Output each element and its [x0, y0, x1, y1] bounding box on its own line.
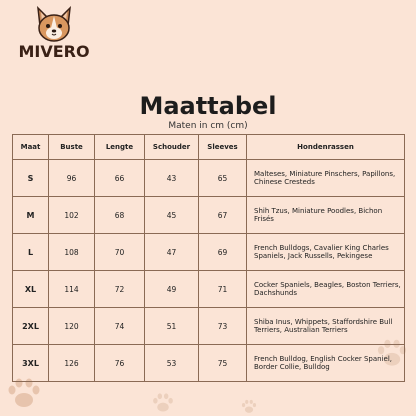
cell-buste: 120	[48, 307, 95, 345]
cell-maat: S	[12, 159, 49, 197]
cell-breeds: Shih Tzus, Miniature Poodles, Bichon Fri…	[246, 196, 405, 234]
column-header-maat: Maat	[12, 134, 49, 160]
dog-head-icon	[37, 6, 71, 42]
table-row: 3XL 126 76 53 75 French Bulldog, English…	[12, 344, 405, 382]
paw-print-icon	[241, 399, 257, 413]
paw-print-icon	[153, 393, 173, 412]
cell-sleeves: 69	[198, 233, 247, 271]
brand-name: MIVERO	[18, 42, 90, 61]
cell-sleeves: 75	[198, 344, 247, 382]
cell-buste: 102	[48, 196, 95, 234]
cell-lengte: 76	[94, 344, 145, 382]
cell-schouder: 45	[144, 196, 199, 234]
paw-print-icon	[8, 378, 40, 407]
brand-logo: MIVERO	[18, 6, 90, 62]
column-header-buste: Buste	[48, 134, 95, 160]
cell-schouder: 47	[144, 233, 199, 271]
cell-buste: 108	[48, 233, 95, 271]
cell-schouder: 43	[144, 159, 199, 197]
cell-sleeves: 73	[198, 307, 247, 345]
cell-sleeves: 65	[198, 159, 247, 197]
size-table: Maat Buste Lengte Schouder Sleeves Honde…	[12, 134, 405, 382]
page-subtitle: Maten in cm (cm)	[168, 121, 248, 131]
cell-breeds: Cocker Spaniels, Beagles, Boston Terrier…	[246, 270, 405, 308]
table-row: S 96 66 43 65 Malteses, Miniature Pinsch…	[12, 159, 405, 197]
cell-lengte: 72	[94, 270, 145, 308]
table-row: L 108 70 47 69 French Bulldogs, Cavalier…	[12, 233, 405, 271]
cell-sleeves: 71	[198, 270, 247, 308]
cell-maat: 3XL	[12, 344, 49, 382]
cell-lengte: 74	[94, 307, 145, 345]
cell-lengte: 66	[94, 159, 145, 197]
cell-maat: 2XL	[12, 307, 49, 345]
cell-lengte: 70	[94, 233, 145, 271]
cell-buste: 126	[48, 344, 95, 382]
cell-maat: M	[12, 196, 49, 234]
cell-maat: L	[12, 233, 49, 271]
page-title: Maattabel	[139, 92, 277, 120]
cell-breeds: Malteses, Miniature Pinschers, Papillons…	[246, 159, 405, 197]
cell-schouder: 53	[144, 344, 199, 382]
cell-breeds: Shiba Inus, Whippets, Staffordshire Bull…	[246, 307, 405, 345]
table-row: 2XL 120 74 51 73 Shiba Inus, Whippets, S…	[12, 307, 405, 345]
cell-schouder: 51	[144, 307, 199, 345]
cell-buste: 96	[48, 159, 95, 197]
cell-schouder: 49	[144, 270, 199, 308]
cell-breeds: French Bulldogs, Cavalier King Charles S…	[246, 233, 405, 271]
column-header-hondenrassen: Hondenrassen	[246, 134, 405, 160]
cell-maat: XL	[12, 270, 49, 308]
table-header-row: Maat Buste Lengte Schouder Sleeves Honde…	[12, 134, 405, 160]
cell-breeds: French Bulldog, English Cocker Spaniel, …	[246, 344, 405, 382]
column-header-sleeves: Sleeves	[198, 134, 247, 160]
table-row: M 102 68 45 67 Shih Tzus, Miniature Pood…	[12, 196, 405, 234]
column-header-schouder: Schouder	[144, 134, 199, 160]
cell-sleeves: 67	[198, 196, 247, 234]
cell-lengte: 68	[94, 196, 145, 234]
table-row: XL 114 72 49 71 Cocker Spaniels, Beagles…	[12, 270, 405, 308]
cell-buste: 114	[48, 270, 95, 308]
column-header-lengte: Lengte	[94, 134, 145, 160]
